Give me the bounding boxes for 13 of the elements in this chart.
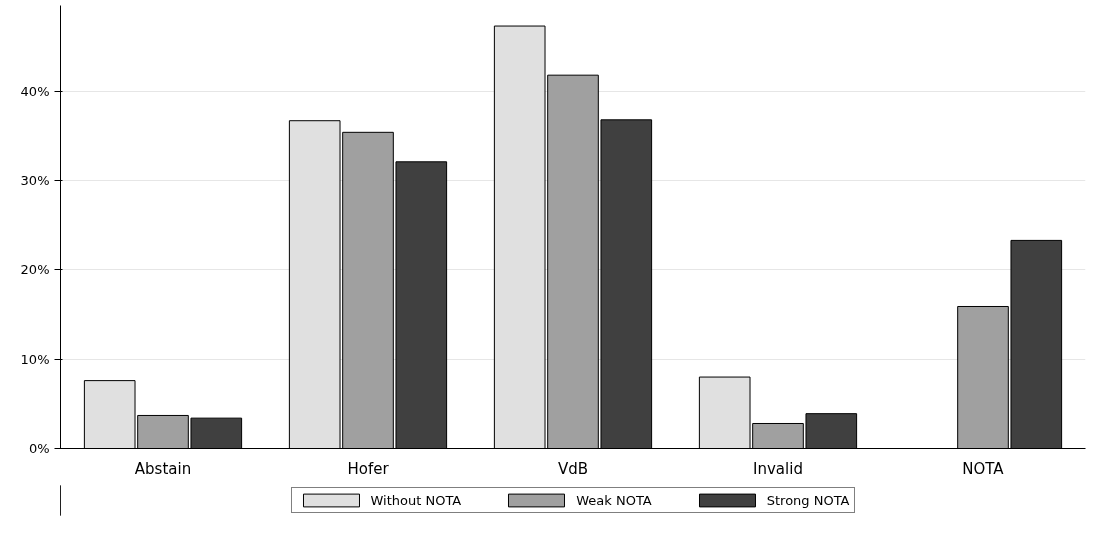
y-tick-label: 10% [20, 351, 50, 367]
legend-label: Weak NOTA [576, 492, 652, 508]
legend-label: Strong NOTA [766, 492, 850, 508]
x-tick-label: Hofer [347, 459, 390, 478]
y-tick-label: 0% [28, 441, 50, 456]
y-tick-label: 20% [20, 262, 50, 278]
x-tick-label: VdB [557, 459, 589, 478]
x-tick-label: Invalid [753, 459, 803, 478]
y-tick-label: 40% [20, 83, 50, 99]
legend-label: Without NOTA [370, 492, 462, 508]
x-tick-label: Abstain [134, 459, 192, 478]
y-tick-label: 30% [20, 173, 50, 189]
x-tick-label: NOTA [962, 459, 1005, 478]
